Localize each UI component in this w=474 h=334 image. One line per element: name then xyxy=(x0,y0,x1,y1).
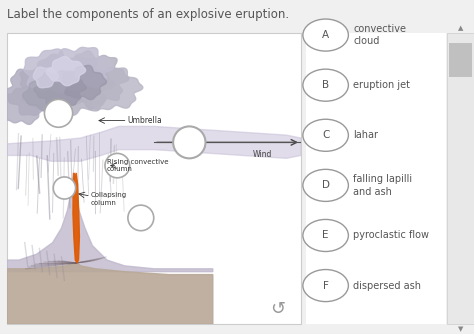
Text: ▼: ▼ xyxy=(458,326,463,332)
Circle shape xyxy=(105,153,130,178)
Polygon shape xyxy=(7,173,213,272)
Text: eruption jet: eruption jet xyxy=(353,80,410,90)
Text: F: F xyxy=(323,281,328,291)
Polygon shape xyxy=(24,49,81,93)
Polygon shape xyxy=(50,50,129,109)
Circle shape xyxy=(45,99,73,127)
Text: C: C xyxy=(322,130,329,140)
Text: falling lapilli
and ash: falling lapilli and ash xyxy=(353,174,412,197)
Text: ↺: ↺ xyxy=(270,301,285,318)
Circle shape xyxy=(303,270,348,302)
Circle shape xyxy=(303,169,348,201)
Polygon shape xyxy=(34,71,86,107)
Text: Wind: Wind xyxy=(253,150,273,159)
Circle shape xyxy=(303,219,348,252)
Text: D: D xyxy=(322,180,329,190)
Polygon shape xyxy=(63,65,107,100)
Polygon shape xyxy=(48,47,113,89)
Polygon shape xyxy=(0,87,45,124)
Circle shape xyxy=(303,19,348,51)
Text: lahar: lahar xyxy=(353,130,378,140)
Circle shape xyxy=(53,177,75,199)
Text: Collapsing
column: Collapsing column xyxy=(91,192,127,206)
Polygon shape xyxy=(20,54,115,118)
Circle shape xyxy=(173,126,206,158)
Circle shape xyxy=(303,69,348,101)
Circle shape xyxy=(128,205,154,231)
Polygon shape xyxy=(33,67,58,88)
Text: Umbrella: Umbrella xyxy=(128,116,163,125)
Text: dispersed ash: dispersed ash xyxy=(353,281,421,291)
FancyBboxPatch shape xyxy=(449,43,472,77)
Polygon shape xyxy=(73,173,80,263)
Polygon shape xyxy=(7,126,301,161)
FancyBboxPatch shape xyxy=(7,33,301,324)
Polygon shape xyxy=(7,263,213,324)
Polygon shape xyxy=(4,67,69,116)
Text: E: E xyxy=(322,230,329,240)
Circle shape xyxy=(303,119,348,151)
Text: pyroclastic flow: pyroclastic flow xyxy=(353,230,429,240)
Text: A: A xyxy=(322,30,329,40)
FancyBboxPatch shape xyxy=(306,33,446,324)
FancyBboxPatch shape xyxy=(447,33,474,324)
Polygon shape xyxy=(46,56,86,86)
Text: B: B xyxy=(322,80,329,90)
Text: ▲: ▲ xyxy=(458,25,463,31)
Polygon shape xyxy=(23,78,62,111)
Text: Rising convective
column: Rising convective column xyxy=(107,159,169,172)
Text: Label the components of an explosive eruption.: Label the components of an explosive eru… xyxy=(7,8,289,21)
Polygon shape xyxy=(77,68,143,110)
Text: convective
cloud: convective cloud xyxy=(353,24,406,46)
